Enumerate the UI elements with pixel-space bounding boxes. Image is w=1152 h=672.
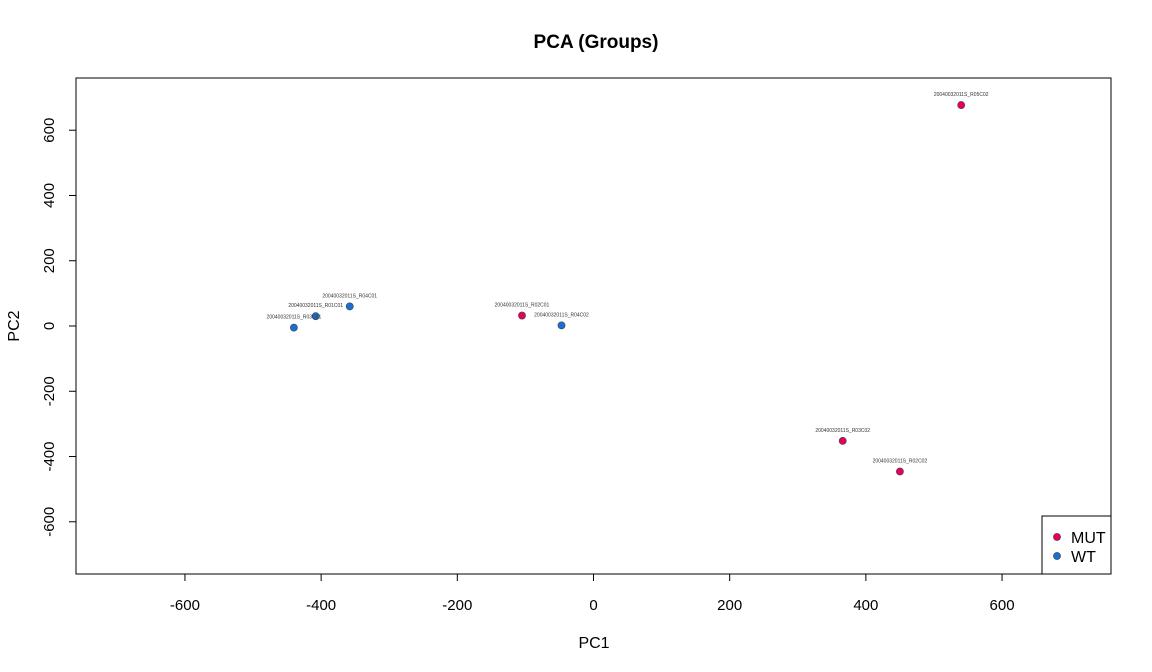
x-tick-label: 0 <box>589 597 597 614</box>
point-label: 20040032011S_R03C01 <box>267 315 322 321</box>
point-label: 20040032011S_R02C01 <box>495 303 550 309</box>
point-label: 20040032011S_R05C02 <box>934 92 989 98</box>
y-axis-label: PC2 <box>6 310 23 341</box>
x-tick-label: 600 <box>990 597 1015 614</box>
legend-label: MUT <box>1071 530 1106 547</box>
data-point-mut <box>957 101 966 109</box>
plot-frame <box>75 77 1112 575</box>
x-tick-label: -600 <box>170 597 200 614</box>
legend-label: WT <box>1071 549 1096 566</box>
data-point-mut <box>838 436 847 445</box>
y-tick-label: -200 <box>41 376 58 406</box>
point-label: 20040032011S_R04C01 <box>322 293 377 299</box>
data-point-wt <box>557 321 566 330</box>
point-label: 20040032011S_R01C01 <box>288 303 343 309</box>
legend: MUT WT <box>1041 515 1112 575</box>
x-tick-label: 400 <box>853 597 878 614</box>
chart-title: PCA (Groups) <box>534 32 659 53</box>
data-point-mut <box>896 467 904 476</box>
x-tick-label: -400 <box>306 597 336 614</box>
x-tick-label: 200 <box>717 597 742 614</box>
data-point-wt <box>311 312 320 321</box>
y-tick-label: 400 <box>41 183 58 208</box>
y-tick-label: -400 <box>41 442 58 472</box>
x-axis-label: PC1 <box>578 635 609 652</box>
y-tick-label: -600 <box>41 507 58 537</box>
point-label: 20040032011S_R04C02 <box>534 312 589 318</box>
point-label: 20040032011S_R02C02 <box>873 459 928 465</box>
data-points: 20040032011S_R02C01 20040032011S_R05C02 20… <box>267 92 989 476</box>
data-point-mut <box>518 311 526 320</box>
point-label: 20040032011S_R03C02 <box>815 428 870 434</box>
x-tick-label: -200 <box>442 597 472 614</box>
legend-box <box>1041 515 1112 575</box>
data-point-wt <box>289 323 298 332</box>
y-axis: -600 -400 -200 0 200 400 600 <box>41 118 77 537</box>
legend-marker <box>1053 533 1061 541</box>
legend-marker <box>1053 552 1061 560</box>
data-point-wt <box>345 302 354 311</box>
y-tick-label: 0 <box>41 322 58 330</box>
x-axis: -600 -400 -200 0 200 400 600 <box>170 573 1015 614</box>
y-tick-label: 600 <box>41 118 58 143</box>
y-tick-label: 200 <box>41 248 58 273</box>
